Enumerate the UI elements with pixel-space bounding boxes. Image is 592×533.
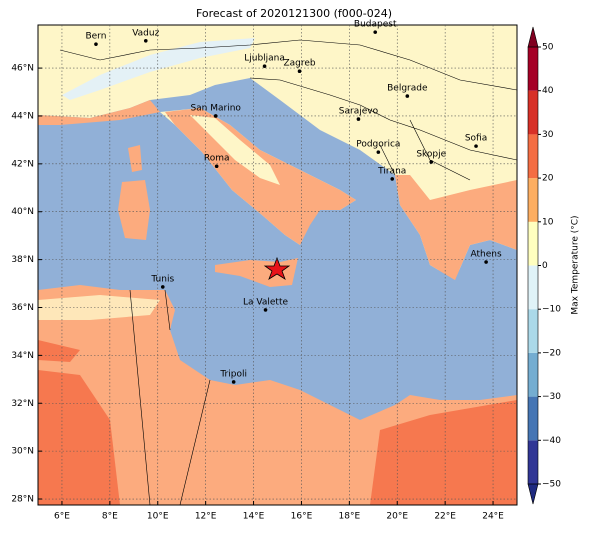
colorbar-bin: [528, 309, 538, 353]
city-label: Roma: [204, 154, 230, 164]
colorbar-tick-label: 10: [542, 217, 554, 227]
city-label: Vaduz: [132, 28, 159, 38]
lon-tick-label: 8°E: [102, 512, 118, 522]
city-label: Athens: [471, 250, 502, 260]
lon-tick-label: 16°E: [291, 512, 313, 522]
city-label: Bern: [85, 32, 106, 42]
city-label: Belgrade: [387, 84, 428, 94]
colorbar-tick-label: −50: [542, 480, 561, 490]
city-label: Sofia: [465, 134, 487, 144]
lat-tick-label: 34°N: [11, 351, 34, 361]
lon-tick-label: 14°E: [243, 512, 265, 522]
city-dot: [484, 260, 488, 264]
city-dot: [356, 117, 361, 121]
africa-hot: [370, 400, 517, 505]
map-frame: [37, 24, 518, 506]
lon-tick-label: 6°E: [54, 512, 70, 522]
colorbar-over: [527, 26, 539, 48]
colorbar-tick-label: −10: [542, 305, 561, 315]
coast: [38, 100, 160, 125]
colorbar-bin: [528, 90, 538, 135]
lon-tick-label: 10°E: [147, 512, 169, 522]
alps-cold: [62, 38, 255, 100]
city-label: Tripoli: [219, 369, 247, 379]
colorbar-bin: [528, 47, 538, 91]
city-dot: [231, 380, 236, 384]
colorbar-tick-label: 40: [542, 86, 554, 96]
city-label: Budapest: [354, 20, 397, 30]
colorbar-bin: [528, 440, 538, 484]
lat-tick-label: 38°N: [11, 255, 34, 265]
city-dot: [373, 30, 378, 34]
lat-tick-label: 36°N: [11, 303, 34, 313]
lat-tick-label: 46°N: [11, 64, 34, 74]
lon-tick-label: 12°E: [195, 512, 217, 522]
city-label: La Valette: [243, 297, 288, 307]
city-dot: [160, 285, 165, 289]
lat-tick-label: 40°N: [11, 207, 34, 217]
city-dot: [297, 69, 302, 74]
colorbar-bin: [528, 221, 538, 266]
colorbar-tick-label: 0: [542, 261, 548, 271]
colorbar-tick-label: 30: [542, 130, 554, 140]
colorbar-bin: [528, 178, 538, 222]
lon-tick-label: 20°E: [386, 512, 408, 522]
corsica: [128, 145, 142, 172]
colorbar-tick-label: −20: [542, 348, 561, 358]
colorbar-under: [527, 483, 539, 505]
city-dot: [405, 94, 410, 98]
city-dot: [390, 177, 395, 181]
lat-tick-label: 30°N: [11, 447, 34, 457]
colorbar-bin: [528, 265, 538, 310]
city-label: Sarajevo: [339, 107, 379, 117]
city-label: Tunis: [150, 274, 174, 284]
colorbar-bin: [528, 396, 538, 441]
lat-tick-label: 28°N: [11, 495, 34, 505]
lon-tick-label: 18°E: [339, 512, 361, 522]
colorbar-tick-label: −40: [542, 436, 561, 446]
city-dot: [94, 42, 98, 46]
city-dot: [213, 114, 218, 118]
city-label: Podgorica: [356, 140, 400, 150]
city-dot: [474, 144, 478, 148]
city-label: Tirana: [377, 166, 406, 176]
city-dot: [262, 64, 267, 68]
city-label: San Marino: [190, 103, 241, 113]
city-label: Ljubljana: [244, 54, 285, 64]
lat-tick-label: 44°N: [11, 111, 34, 121]
colorbar-bin: [528, 352, 538, 397]
city-label: Skopje: [416, 149, 446, 159]
city-dot: [214, 164, 219, 169]
star-marker: [263, 256, 291, 280]
city-dot: [376, 150, 381, 154]
colorbar-bin: [528, 134, 538, 179]
city-dot: [143, 39, 148, 43]
colorbar-tick-label: 20: [542, 174, 554, 184]
lon-tick-label: 24°E: [482, 512, 504, 522]
greece: [395, 175, 517, 280]
italy-cool: [190, 115, 280, 185]
city-label: Zagreb: [283, 59, 315, 69]
africa-hot: [38, 370, 120, 505]
lat-tick-label: 42°N: [11, 159, 34, 169]
title: Forecast of 2020121300 (f000-024): [196, 7, 392, 20]
sardinia: [118, 180, 150, 240]
colorbar-tick-label: −30: [542, 392, 561, 402]
city-dot: [263, 308, 268, 312]
lon-tick-label: 22°E: [434, 512, 456, 522]
colorbar-tick-label: 50: [542, 43, 554, 53]
colorbar-label: Max Temperature (°C): [571, 215, 581, 314]
africa-hot: [38, 340, 80, 362]
lat-tick-label: 32°N: [11, 399, 34, 409]
city-dot: [429, 160, 434, 164]
